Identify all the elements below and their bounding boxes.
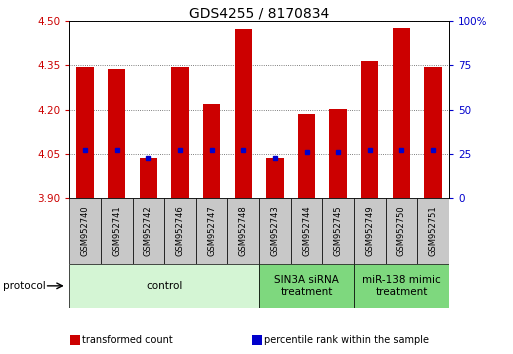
Text: GSM952751: GSM952751 — [428, 206, 438, 256]
Bar — [386, 198, 417, 264]
Bar — [424, 67, 442, 198]
Text: GSM952747: GSM952747 — [207, 206, 216, 256]
Text: percentile rank within the sample: percentile rank within the sample — [264, 335, 429, 345]
Bar — [259, 198, 291, 264]
Bar — [361, 61, 379, 198]
Text: control: control — [146, 281, 182, 291]
Text: protocol: protocol — [3, 281, 45, 291]
Text: GSM952748: GSM952748 — [239, 206, 248, 256]
Text: GSM952749: GSM952749 — [365, 206, 374, 256]
Text: miR-138 mimic
treatment: miR-138 mimic treatment — [362, 275, 441, 297]
Text: SIN3A siRNA
treatment: SIN3A siRNA treatment — [274, 275, 339, 297]
Text: GSM952744: GSM952744 — [302, 206, 311, 256]
Bar — [171, 67, 189, 198]
Text: transformed count: transformed count — [82, 335, 173, 345]
Bar — [234, 29, 252, 198]
Bar — [298, 114, 315, 198]
Bar — [354, 198, 386, 264]
Bar — [101, 198, 132, 264]
Bar — [354, 264, 449, 308]
Bar — [108, 69, 125, 198]
Text: GSM952742: GSM952742 — [144, 206, 153, 256]
Bar — [291, 198, 322, 264]
Text: GSM952741: GSM952741 — [112, 206, 121, 256]
Bar — [164, 198, 196, 264]
Bar — [196, 198, 227, 264]
Bar — [322, 198, 354, 264]
Text: GSM952750: GSM952750 — [397, 206, 406, 256]
Bar — [132, 198, 164, 264]
Title: GDS4255 / 8170834: GDS4255 / 8170834 — [189, 6, 329, 20]
Text: GSM952745: GSM952745 — [333, 206, 343, 256]
Bar — [140, 158, 157, 198]
Bar — [76, 67, 94, 198]
Bar — [266, 158, 284, 198]
Text: GSM952740: GSM952740 — [81, 206, 90, 256]
Bar — [393, 28, 410, 198]
Text: GSM952746: GSM952746 — [175, 206, 185, 256]
Bar — [69, 198, 101, 264]
Bar — [227, 198, 259, 264]
Bar — [203, 104, 220, 198]
Bar — [69, 264, 259, 308]
Bar — [417, 198, 449, 264]
Bar — [329, 109, 347, 198]
Bar — [259, 264, 354, 308]
Text: GSM952743: GSM952743 — [270, 206, 280, 256]
